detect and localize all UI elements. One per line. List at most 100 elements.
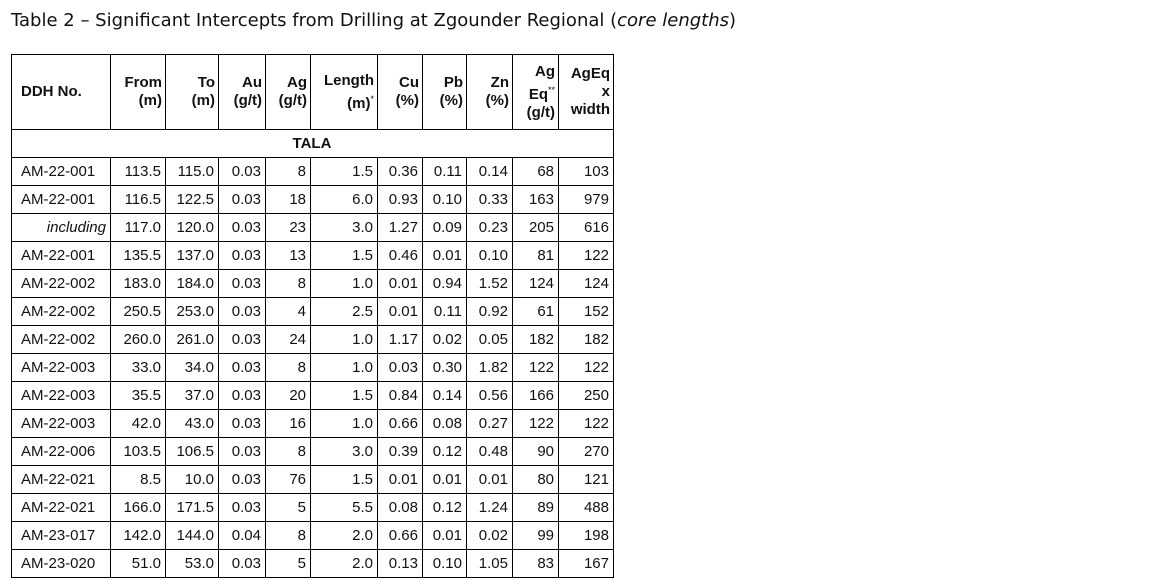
ddh-cell: AM-22-003 [11,353,111,382]
value-cell: 0.08 [422,409,467,438]
value-cell: 182 [558,325,614,354]
value-cell: 184.0 [165,269,219,298]
value-cell: 0.48 [466,437,513,466]
header-text: AgEq [570,65,610,82]
value-cell: 5.5 [310,493,378,522]
value-cell: 1.52 [466,269,513,298]
value-cell: 616 [558,213,614,242]
column-header: Length (m)* [310,54,378,130]
value-cell: 0.04 [218,521,266,550]
value-cell: 2.5 [310,297,378,326]
ddh-cell: AM-22-003 [11,409,111,438]
value-cell: 1.17 [377,325,423,354]
value-cell: 122 [512,353,559,382]
value-cell: 1.5 [310,241,378,270]
value-cell: 135.5 [110,241,166,270]
value-cell: 0.01 [377,465,423,494]
value-cell: 2.0 [310,549,378,578]
value-cell: 0.94 [422,269,467,298]
value-cell: 0.93 [377,185,423,214]
value-cell: 166 [512,381,559,410]
value-cell: 5 [265,549,311,578]
value-cell: 0.03 [218,437,266,466]
value-cell: 122.5 [165,185,219,214]
header-text: (m) [138,92,162,109]
ddh-cell: AM-22-002 [11,297,111,326]
value-cell: 250 [558,381,614,410]
column-header: Ag Eq** (g/t) [512,54,559,130]
footnote-marker: ** [547,84,555,95]
value-cell: 182 [512,325,559,354]
value-cell: 1.27 [377,213,423,242]
value-cell: 1.0 [310,353,378,382]
value-cell: 0.01 [466,465,513,494]
value-cell: 270 [558,437,614,466]
table-row: AM-22-003 33.0 34.0 0.03 8 1.0 0.03 0.30 1.82 122… [11,353,614,382]
ddh-cell: AM-23-017 [11,521,111,550]
value-cell: 0.03 [218,493,266,522]
value-cell: 253.0 [165,297,219,326]
value-cell: 0.10 [422,549,467,578]
value-cell: 34.0 [165,353,219,382]
value-cell: 1.5 [310,157,378,186]
section-label: TALA [11,129,614,158]
value-cell: 83 [512,549,559,578]
value-cell: 117.0 [110,213,166,242]
header-text: (%) [485,92,509,109]
value-cell: 0.13 [377,549,423,578]
value-cell: 106.5 [165,437,219,466]
value-cell: 20 [265,381,311,410]
value-cell: 61 [512,297,559,326]
value-cell: 0.01 [422,465,467,494]
value-cell: 144.0 [165,521,219,550]
value-cell: 33.0 [110,353,166,382]
value-cell: 1.0 [310,325,378,354]
value-cell: 76 [265,465,311,494]
value-cell: 0.30 [422,353,467,382]
column-header: Au (g/t) [218,54,266,130]
title-text: Table 2 – Significant Intercepts from Dr… [11,10,618,31]
table-row: AM-22-003 35.5 37.0 0.03 20 1.5 0.84 0.14 0.56 16… [11,381,614,410]
section-row: TALA [11,129,614,158]
value-cell: 116.5 [110,185,166,214]
ddh-cell: including [11,213,111,242]
value-cell: 122 [512,409,559,438]
value-cell: 0.03 [218,241,266,270]
table-title: Table 2 – Significant Intercepts from Dr… [11,10,736,31]
header-text: Ag [535,62,555,80]
value-cell: 0.02 [466,521,513,550]
ddh-cell: AM-22-003 [11,381,111,410]
value-cell: 142.0 [110,521,166,550]
value-cell: 8 [265,269,311,298]
header-text: (%) [395,92,419,109]
value-cell: 1.05 [466,549,513,578]
value-cell: 8 [265,437,311,466]
value-cell: 0.36 [377,157,423,186]
value-cell: 121 [558,465,614,494]
column-header: To (m) [165,54,219,130]
value-cell: 99 [512,521,559,550]
table-row: AM-22-021 8.5 10.0 0.03 76 1.5 0.01 0.01 0.01 80 1… [11,465,614,494]
value-cell: 0.03 [218,325,266,354]
value-cell: 0.10 [422,185,467,214]
value-cell: 1.5 [310,465,378,494]
value-cell: 122 [558,353,614,382]
ddh-cell: AM-22-001 [11,157,111,186]
value-cell: 0.14 [422,381,467,410]
value-cell: 113.5 [110,157,166,186]
value-cell: 18 [265,185,311,214]
header-row: DDH No. From (m) To (m) Au (g/t) Ag (g/t) Length(… [11,54,614,130]
value-cell: 1.24 [466,493,513,522]
value-cell: 167 [558,549,614,578]
value-cell: 0.27 [466,409,513,438]
value-cell: 115.0 [165,157,219,186]
table-row: AM-22-002 260.0 261.0 0.03 24 1.0 1.17 0.02 0.05… [11,325,614,354]
value-cell: 1.82 [466,353,513,382]
header-text: Ag [287,74,307,91]
value-cell: 120.0 [165,213,219,242]
value-cell: 16 [265,409,311,438]
value-cell: 4 [265,297,311,326]
header-text: Au [242,74,262,91]
value-cell: 137.0 [165,241,219,270]
value-cell: 0.01 [422,521,467,550]
